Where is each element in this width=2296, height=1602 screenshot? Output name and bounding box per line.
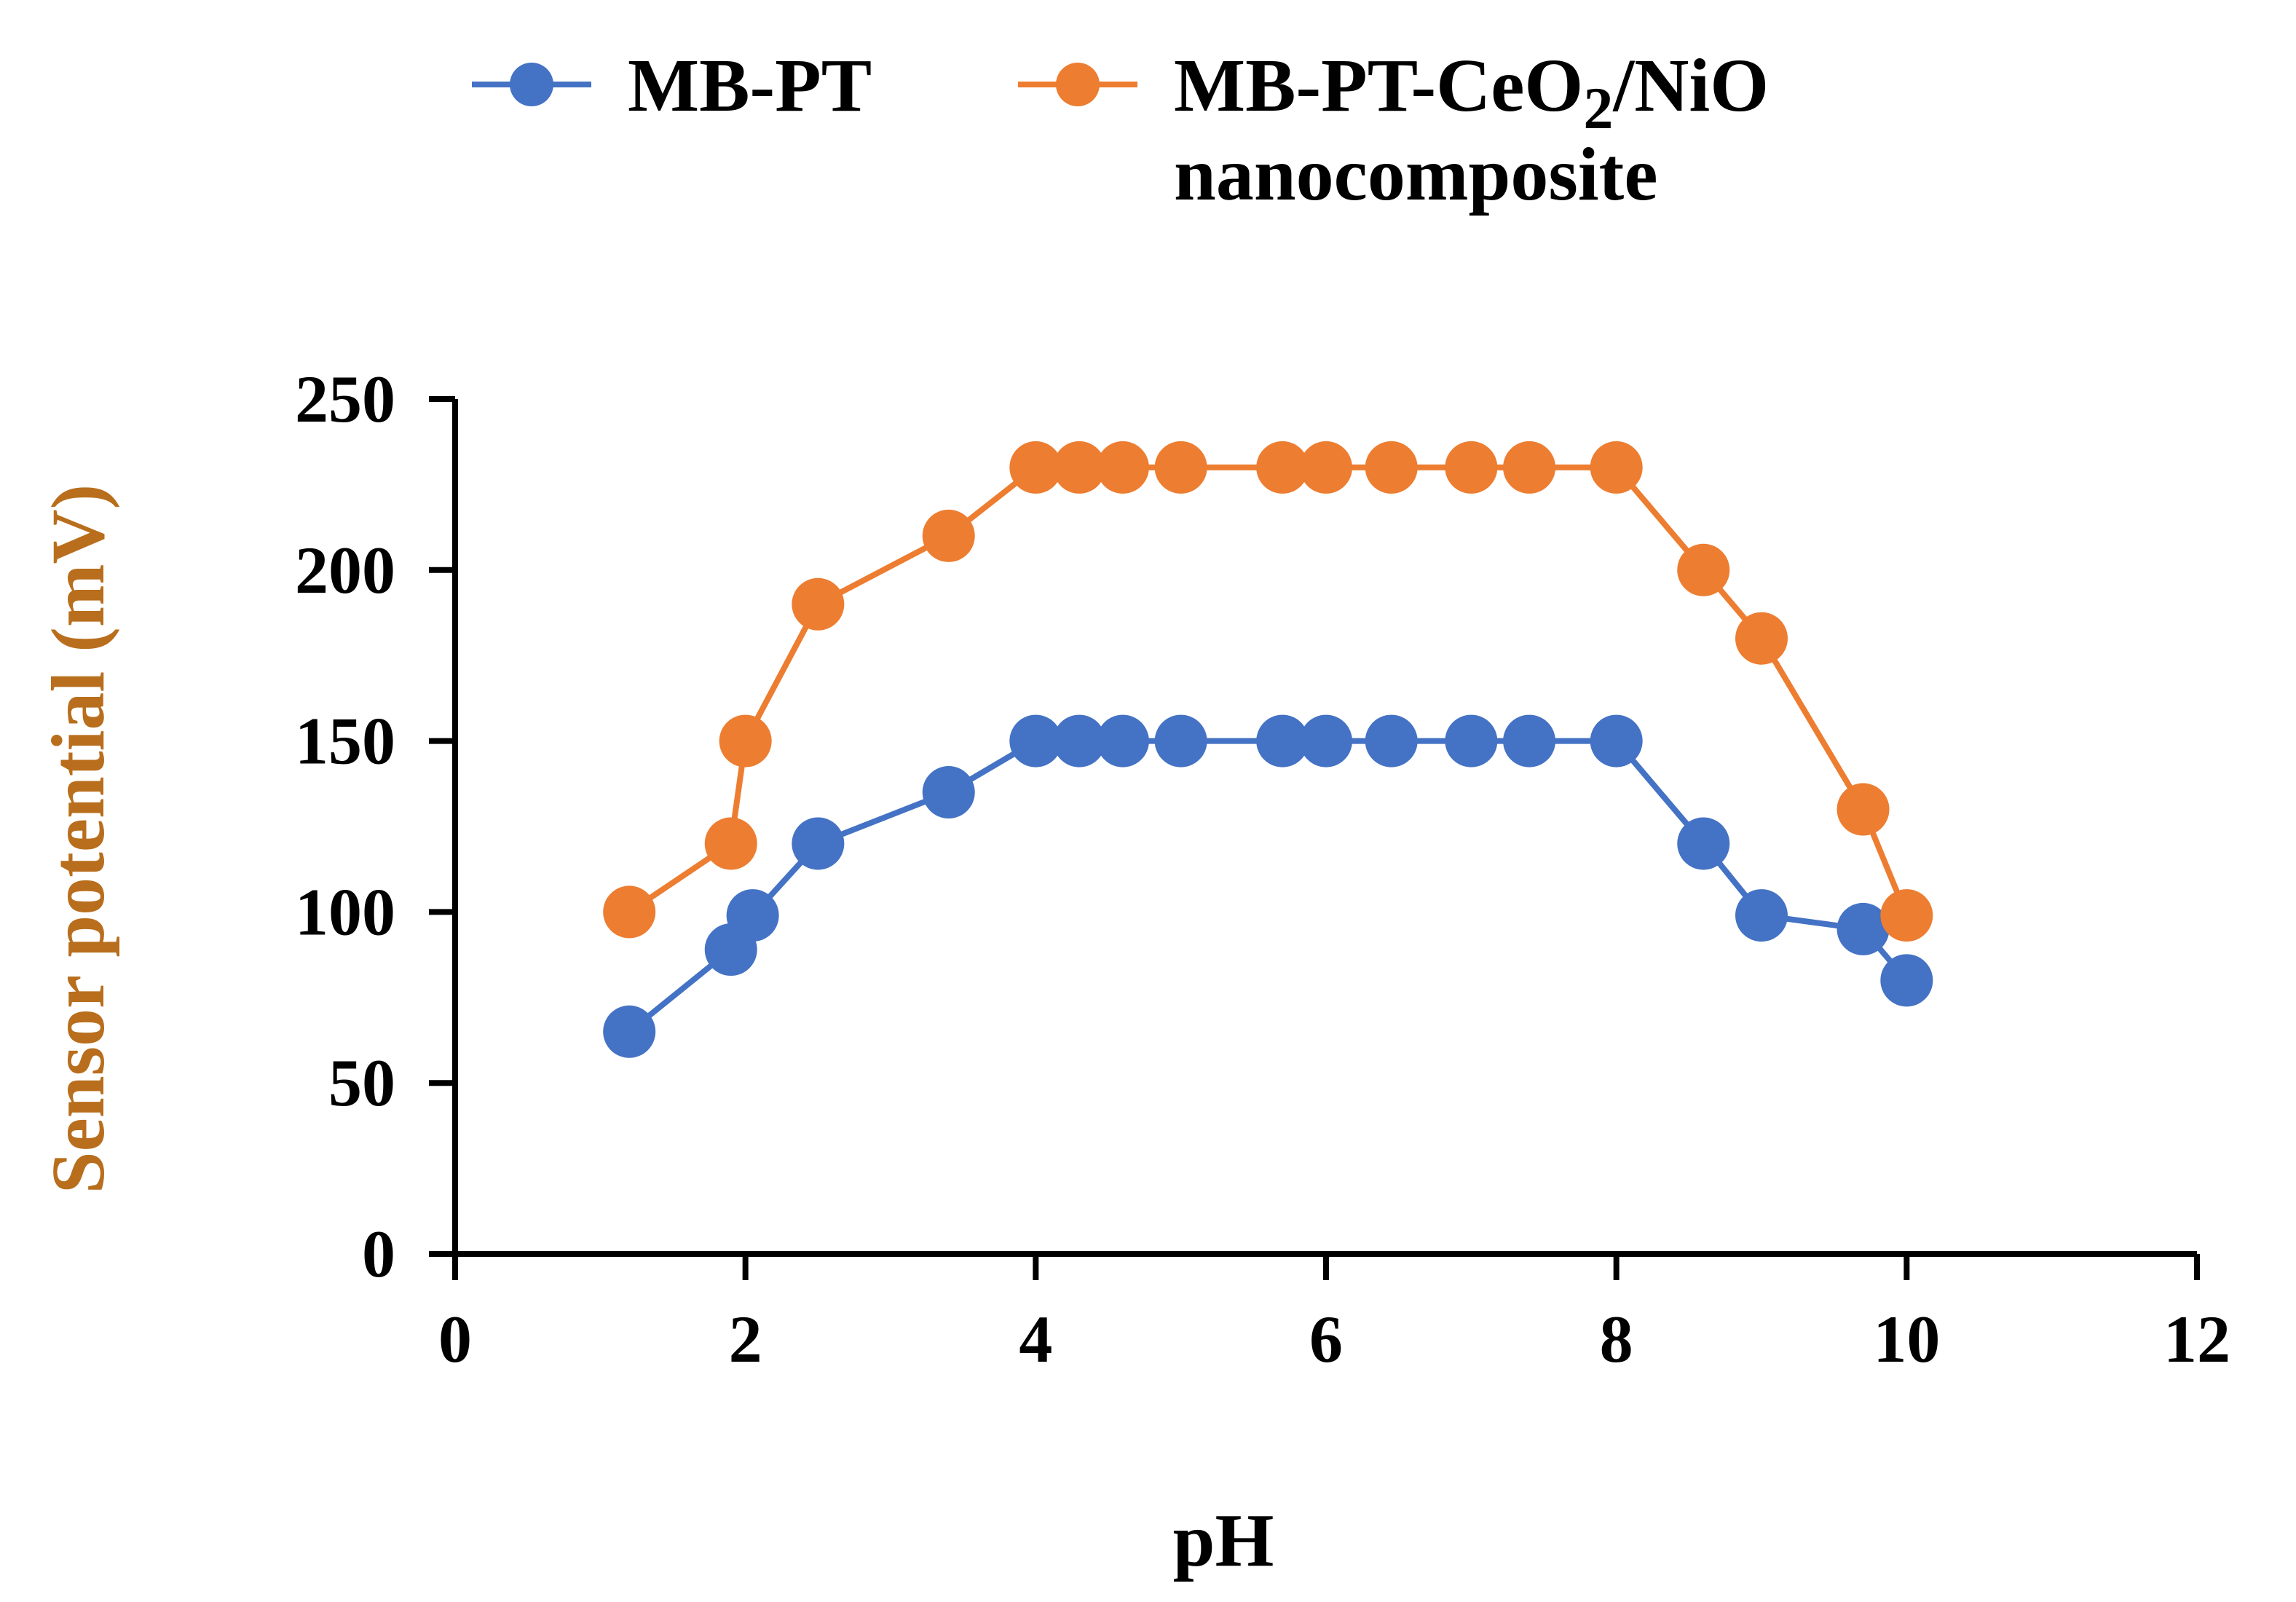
legend-marker-dot-mb-pt: [510, 63, 553, 106]
series-0-point-16: [1735, 889, 1788, 942]
series-1-point-0: [603, 885, 656, 939]
x-tick-label-4: 8: [1600, 1302, 1633, 1376]
series-0-point-9: [1256, 714, 1309, 768]
series-0-point-2: [726, 889, 779, 942]
series-0-point-18: [1880, 954, 1933, 1007]
series-0: [603, 714, 1933, 1058]
series-0-point-13: [1503, 714, 1556, 768]
series-1-point-16: [1735, 612, 1788, 665]
series-0-point-14: [1590, 714, 1643, 768]
series-0-point-0: [603, 1005, 656, 1058]
y-tick-label-4: 200: [295, 533, 395, 607]
series-0-point-8: [1154, 714, 1207, 768]
legend-label-mb-pt-ceo2-nio: MB-PT-CeO2/NiO: [1174, 44, 1769, 141]
chart-axes: 0 50 100 150 200 250 0 2 4 6 8 10 12: [295, 362, 2230, 1376]
y-axis-title: Sensor potential (mV): [36, 484, 120, 1194]
y-tick-label-3: 150: [295, 704, 395, 778]
series-1-point-6: [1053, 441, 1106, 494]
x-tick-label-3: 6: [1309, 1302, 1343, 1376]
x-tick-label-1: 2: [729, 1302, 762, 1376]
series-1-point-11: [1365, 441, 1418, 494]
series-0-point-11: [1365, 714, 1418, 768]
legend-label-subscript: 2: [1583, 75, 1613, 141]
series-0-point-12: [1445, 714, 1498, 768]
series-1-point-4: [922, 509, 975, 562]
series-0-point-3: [792, 817, 845, 870]
series-0-point-5: [1009, 714, 1062, 768]
x-tick-label-6: 12: [2163, 1302, 2230, 1376]
x-axis-ticks: 0 2 4 6 8 10 12: [438, 1254, 2230, 1376]
series-0-point-7: [1096, 714, 1149, 768]
x-tick-label-0: 0: [438, 1302, 472, 1376]
series-1-point-2: [719, 714, 772, 768]
y-tick-label-5: 250: [295, 362, 395, 436]
series-0-point-10: [1300, 714, 1352, 768]
x-axis-title: pH: [1173, 1499, 1274, 1582]
chart-series-layer: [603, 441, 1933, 1058]
y-tick-label-1: 50: [328, 1046, 395, 1120]
legend-label-line2: nanocomposite: [1174, 133, 1657, 216]
series-1-point-9: [1256, 441, 1309, 494]
legend-label-part-a: MB-PT-CeO: [1174, 44, 1583, 127]
x-tick-label-2: 4: [1019, 1302, 1052, 1376]
series-1-point-5: [1009, 441, 1062, 494]
series-1-point-18: [1880, 889, 1933, 942]
series-1: [603, 441, 1933, 942]
series-1-point-15: [1677, 543, 1730, 596]
series-1-point-1: [704, 817, 757, 870]
series-0-point-6: [1053, 714, 1106, 768]
chart-legend: MB-PT MB-PT-CeO2/NiO nanocomposite: [472, 44, 1769, 216]
y-tick-label-0: 0: [362, 1217, 395, 1291]
series-1-point-10: [1300, 441, 1352, 494]
legend-marker-dot-mb-pt-ceo2-nio: [1056, 63, 1100, 106]
series-0-point-15: [1677, 817, 1730, 870]
series-0-point-4: [922, 766, 975, 819]
series-line-0: [626, 738, 1910, 1035]
series-1-point-17: [1837, 783, 1890, 836]
series-1-point-7: [1096, 441, 1149, 494]
series-1-point-12: [1445, 441, 1498, 494]
series-1-point-3: [792, 577, 845, 631]
series-0-point-17: [1837, 902, 1890, 955]
legend-label-part-b: /NiO: [1611, 44, 1769, 127]
y-tick-label-2: 100: [295, 875, 395, 949]
series-1-point-8: [1154, 441, 1207, 494]
x-tick-label-5: 10: [1873, 1302, 1940, 1376]
series-1-point-13: [1503, 441, 1556, 494]
series-1-point-14: [1590, 441, 1643, 494]
legend-label-mb-pt: MB-PT: [628, 44, 872, 127]
y-axis-ticks: 0 50 100 150 200 250: [295, 362, 455, 1291]
